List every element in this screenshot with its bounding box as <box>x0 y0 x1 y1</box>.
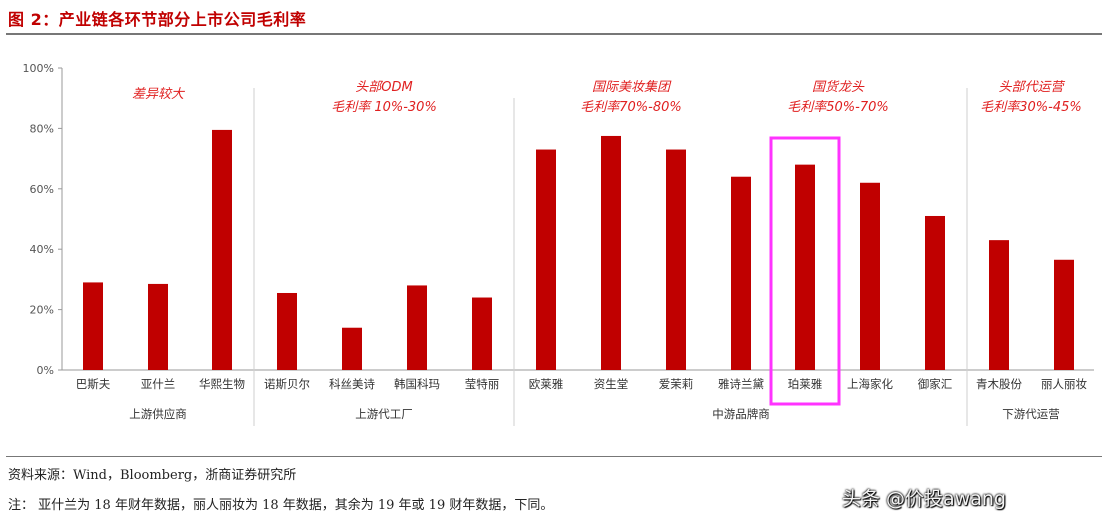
annotation-text: 国际美妆集团 <box>592 80 672 95</box>
annotation-text: 差异较大 <box>132 87 186 102</box>
category-label: 韩国科玛 <box>394 377 440 391</box>
group-label: 上游代工厂 <box>355 407 413 421</box>
highlight-box <box>769 136 841 406</box>
bar <box>342 327 362 370</box>
watermark: 头条 @价投awang <box>842 488 1006 510</box>
category-label: 华熙生物 <box>199 377 245 391</box>
bar <box>1054 259 1074 370</box>
note-text: 注： 亚什兰为 18 年财年数据，丽人丽妆为 18 年数据，其余为 19 年或 … <box>8 498 554 513</box>
bar <box>860 182 880 370</box>
bar <box>731 176 751 370</box>
category-label: 青木股份 <box>976 377 1022 391</box>
category-labels-layer: 巴斯夫 亚什兰 华熙生物 诺斯贝尔 科丝美诗 韩国科玛 莹特丽 欧莱雅 资生堂 爱茉莉 雅诗兰黛 珀莱… <box>76 377 1088 391</box>
category-label: 莹特丽 <box>465 377 500 391</box>
bar <box>601 135 621 370</box>
group-label: 中游品牌商 <box>712 407 770 421</box>
annotation-text: 毛利率 10%-30% <box>331 99 437 115</box>
y-tick-label: 80% <box>30 122 54 135</box>
category-label: 巴斯夫 <box>76 377 111 391</box>
category-label: 御家汇 <box>918 377 953 391</box>
annotation-text: 毛利率70%-80% <box>580 99 681 115</box>
category-label: 科丝美诗 <box>329 377 375 391</box>
group-label: 下游代运营 <box>1002 407 1060 421</box>
source-text: 资料来源：Wind，Bloomberg，浙商证券研究所 <box>8 468 297 483</box>
annotation-text: 毛利率30%-45% <box>980 99 1081 115</box>
bar <box>472 297 492 370</box>
category-label: 欧莱雅 <box>529 377 564 391</box>
y-tick-label: 20% <box>30 304 54 317</box>
bar <box>666 149 686 370</box>
category-label: 雅诗兰黛 <box>718 377 764 391</box>
y-tick-label: 0% <box>37 364 54 377</box>
y-tick-label: 40% <box>30 243 54 256</box>
bars-layer <box>83 129 1074 406</box>
category-label: 爱茉莉 <box>659 377 694 391</box>
group-labels-layer: 上游供应商 上游代工厂 中游品牌商 下游代运营 <box>129 88 1060 426</box>
category-label: 亚什兰 <box>141 377 176 391</box>
group-label: 上游供应商 <box>129 407 187 421</box>
axis-layer: 0% 20% 40% 60% 80% 100% <box>23 62 1094 377</box>
bar-chart: 0% 20% 40% 60% 80% 100% 巴斯夫 亚什兰 华熙生物 诺斯贝尔 科丝美诗 韩国科… <box>23 62 1094 426</box>
category-label: 资生堂 <box>594 377 629 391</box>
bar <box>795 164 815 370</box>
figure-title: 图 2：产业链各环节部分上市公司毛利率 <box>8 10 307 29</box>
category-label: 诺斯贝尔 <box>264 377 310 391</box>
title-rule <box>6 33 1102 35</box>
bar <box>536 149 556 370</box>
annotation-text: 头部ODM <box>355 80 412 95</box>
annotation-text: 毛利率50%-70% <box>787 99 888 115</box>
bar <box>212 129 232 370</box>
annotation-text: 国货龙头 <box>812 80 865 95</box>
bar <box>148 283 168 370</box>
bar <box>989 240 1009 370</box>
y-tick-label: 60% <box>30 183 54 196</box>
bar <box>407 285 427 370</box>
category-label: 上海家化 <box>847 377 893 391</box>
category-label: 丽人丽妆 <box>1041 377 1087 391</box>
footer-rule <box>6 456 1102 457</box>
category-label: 珀莱雅 <box>788 377 823 391</box>
annotation-text: 头部代运营 <box>998 80 1065 95</box>
bar <box>83 282 103 370</box>
bar <box>925 215 945 370</box>
y-tick-label: 100% <box>23 62 54 75</box>
bar <box>277 292 297 370</box>
